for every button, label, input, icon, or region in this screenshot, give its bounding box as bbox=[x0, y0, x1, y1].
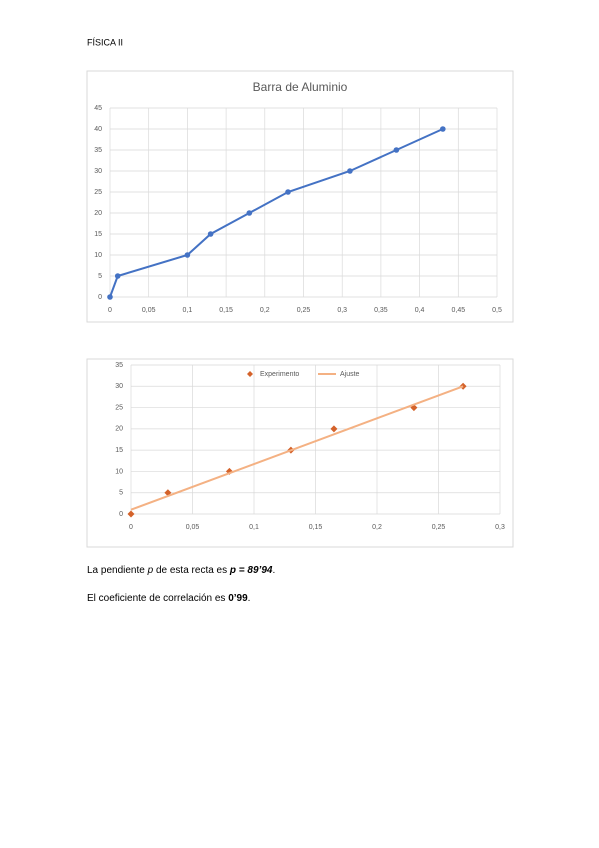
x-tick-label: 0,3 bbox=[337, 307, 347, 314]
data-point bbox=[246, 210, 253, 216]
chart-title: Barra de Aluminio bbox=[253, 80, 348, 94]
data-point bbox=[114, 273, 121, 279]
y-tick-label: 35 bbox=[94, 147, 102, 154]
x-tick-label: 0,35 bbox=[374, 307, 388, 314]
y-tick-label: 15 bbox=[94, 231, 102, 238]
y-tick-label: 20 bbox=[115, 426, 123, 433]
y-tick-label: 40 bbox=[94, 126, 102, 133]
chart-frame bbox=[86, 70, 514, 323]
y-tick-label: 5 bbox=[98, 273, 102, 280]
header: FÍSICA II bbox=[87, 37, 123, 47]
y-tick-label: 10 bbox=[94, 252, 102, 259]
text: El coeficiente de correlación es bbox=[87, 593, 228, 604]
y-tick-label: 15 bbox=[115, 447, 123, 454]
y-tick-label: 30 bbox=[115, 383, 123, 390]
x-tick-label: 0,2 bbox=[372, 524, 382, 531]
text: . bbox=[248, 593, 251, 604]
data-point bbox=[107, 294, 113, 300]
y-tick-label: 0 bbox=[98, 294, 102, 301]
paragraph: El coeficiente de correlación es 0’99. bbox=[87, 593, 250, 604]
data-point bbox=[393, 147, 400, 153]
data-point bbox=[285, 189, 291, 195]
data-point bbox=[207, 231, 214, 237]
x-tick-label: 0,5 bbox=[492, 307, 502, 314]
legend-swatch bbox=[247, 371, 253, 377]
y-tick-label: 45 bbox=[94, 105, 102, 112]
x-tick-label: 0,05 bbox=[186, 524, 200, 531]
data-point bbox=[127, 510, 135, 518]
text: p bbox=[147, 565, 154, 576]
paragraph: La pendiente p de esta recta es p = 89’9… bbox=[87, 565, 275, 576]
text: 0’99 bbox=[228, 593, 248, 604]
y-tick-label: 35 bbox=[115, 362, 123, 369]
x-tick-label: 0 bbox=[129, 524, 133, 531]
text: p = 89’94 bbox=[229, 565, 273, 576]
x-tick-label: 0,25 bbox=[432, 524, 446, 531]
x-tick-label: 0,4 bbox=[415, 307, 425, 314]
y-tick-label: 25 bbox=[115, 404, 123, 411]
x-tick-label: 0,45 bbox=[451, 307, 465, 314]
y-tick-label: 10 bbox=[115, 468, 123, 475]
y-tick-label: 20 bbox=[94, 210, 102, 217]
text: de esta recta es bbox=[153, 565, 230, 576]
fit-line bbox=[130, 385, 464, 511]
legend-label: Experimento bbox=[260, 371, 299, 378]
legend-label: Ajuste bbox=[340, 371, 360, 378]
y-tick-label: 30 bbox=[94, 168, 102, 175]
x-tick-label: 0 bbox=[108, 307, 112, 314]
x-tick-label: 0,25 bbox=[297, 307, 311, 314]
x-tick-label: 0,05 bbox=[142, 307, 156, 314]
x-tick-label: 0,15 bbox=[309, 524, 323, 531]
x-tick-label: 0,1 bbox=[183, 307, 193, 314]
x-tick-label: 0,1 bbox=[249, 524, 259, 531]
chart-frame bbox=[86, 358, 514, 548]
data-point bbox=[347, 168, 353, 174]
y-tick-label: 5 bbox=[119, 490, 123, 497]
y-tick-label: 25 bbox=[94, 189, 102, 196]
text: . bbox=[272, 565, 275, 576]
data-point bbox=[184, 252, 191, 258]
x-tick-label: 0,3 bbox=[495, 524, 505, 531]
text: La pendiente bbox=[87, 565, 148, 576]
x-tick-label: 0,15 bbox=[219, 307, 233, 314]
data-point bbox=[440, 126, 446, 132]
y-tick-label: 0 bbox=[119, 511, 123, 518]
x-tick-label: 0,2 bbox=[260, 307, 270, 314]
data-point bbox=[330, 425, 338, 433]
